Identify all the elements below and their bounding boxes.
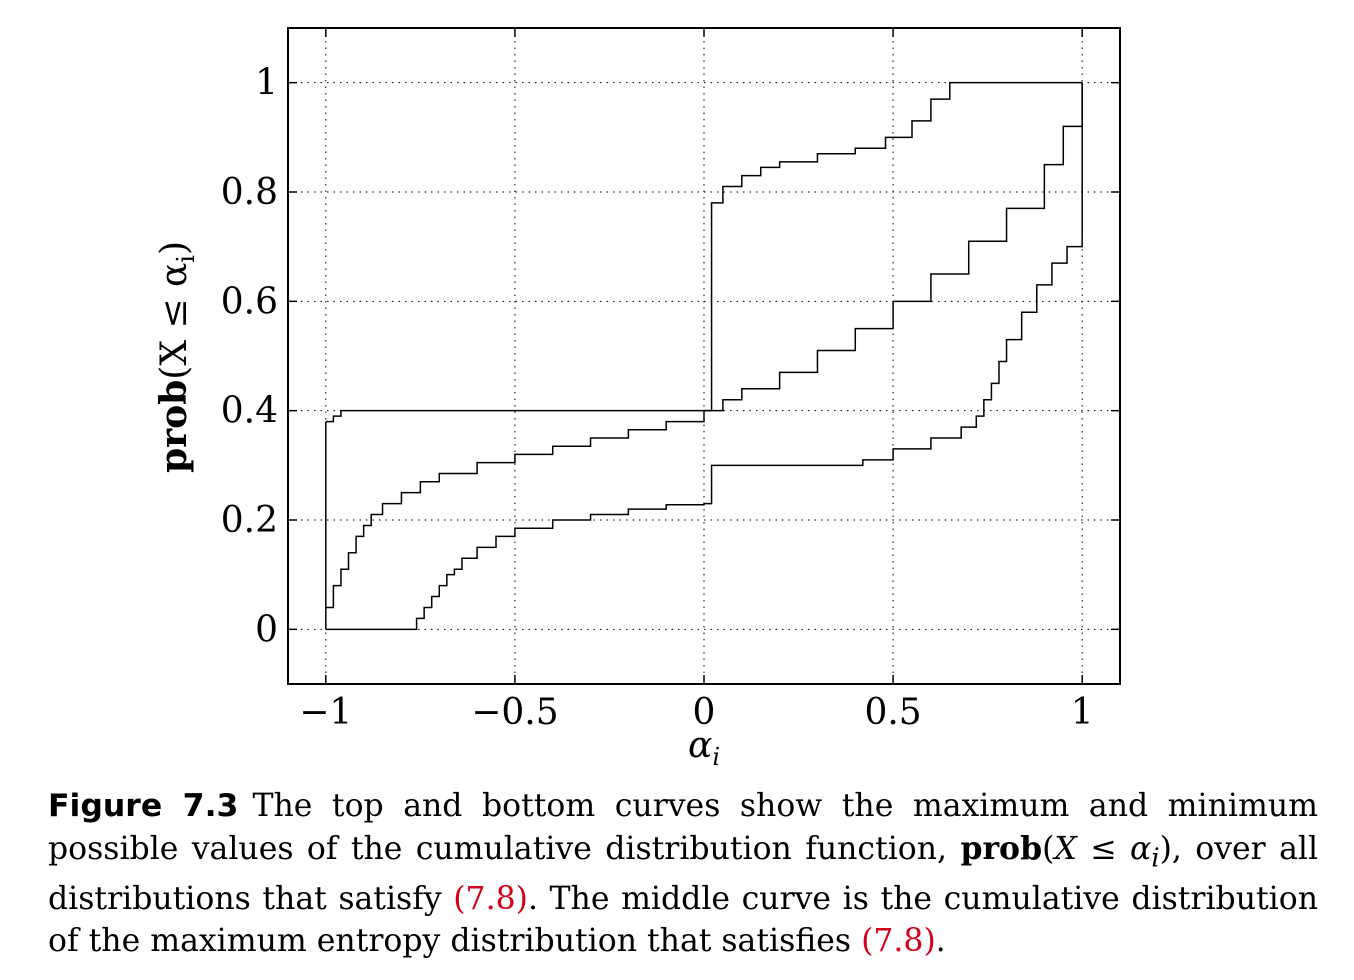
caption-text-1: The top and bottom curves show the maxim… (48, 788, 1318, 867)
caption-text-4: . (935, 922, 946, 959)
figure-caption: Figure 7.3 The top and bottom curves show… (48, 786, 1318, 962)
y-tick-label: 0.8 (221, 172, 278, 213)
x-axis-label: αi (688, 725, 720, 771)
caption-ref-2[interactable]: (7.8) (861, 922, 936, 959)
x-ticks: −1 −0.5 0 0.5 1 (299, 28, 1094, 733)
x-tick-label: 0 (693, 692, 716, 733)
y-tick-label: 1 (255, 63, 278, 104)
caption-expr-le: ≤ (1076, 830, 1130, 867)
x-tick-label: −0.5 (471, 692, 558, 733)
series-line-middle (325, 82, 1083, 609)
y-ticks: 0 0.2 0.4 0.6 0.8 1 (221, 63, 1120, 650)
chart: −1 −0.5 0 0.5 1 0 0.2 0.4 0.6 0.8 1 αi prob(X ≤ α… (153, 27, 1121, 771)
y-tick-label: 0.6 (221, 281, 278, 322)
grid-lines (288, 28, 1120, 684)
caption-expr-alpha: α (1129, 830, 1152, 867)
series-line-upper (325, 81, 1083, 423)
y-tick-label: 0.4 (221, 391, 278, 432)
caption-prob: prob (960, 829, 1043, 867)
y-axis-label: prob(X ≤ αi) (153, 241, 200, 473)
caption-expr-x: X (1054, 830, 1077, 867)
x-tick-label: 0.5 (864, 692, 921, 733)
caption-figure-label: Figure 7.3 (48, 788, 239, 824)
caption-text-3: . The middle curve is the cumulative dis… (48, 881, 1318, 959)
x-tick-label: −1 (299, 692, 352, 733)
x-tick-label: 1 (1071, 692, 1094, 733)
y-tick-label: 0.2 (221, 500, 278, 541)
y-tick-label: 0 (255, 609, 278, 650)
caption-ref-1[interactable]: (7.8) (453, 881, 528, 918)
series-line-lower (325, 235, 1083, 631)
caption-expr-close: ) (1159, 830, 1172, 867)
caption-text-2: , over all distributions that satisfy (48, 830, 1319, 918)
caption-expr-open: ( (1042, 830, 1055, 867)
caption-expr-sub: i (1151, 842, 1160, 873)
series-group (325, 81, 1083, 631)
